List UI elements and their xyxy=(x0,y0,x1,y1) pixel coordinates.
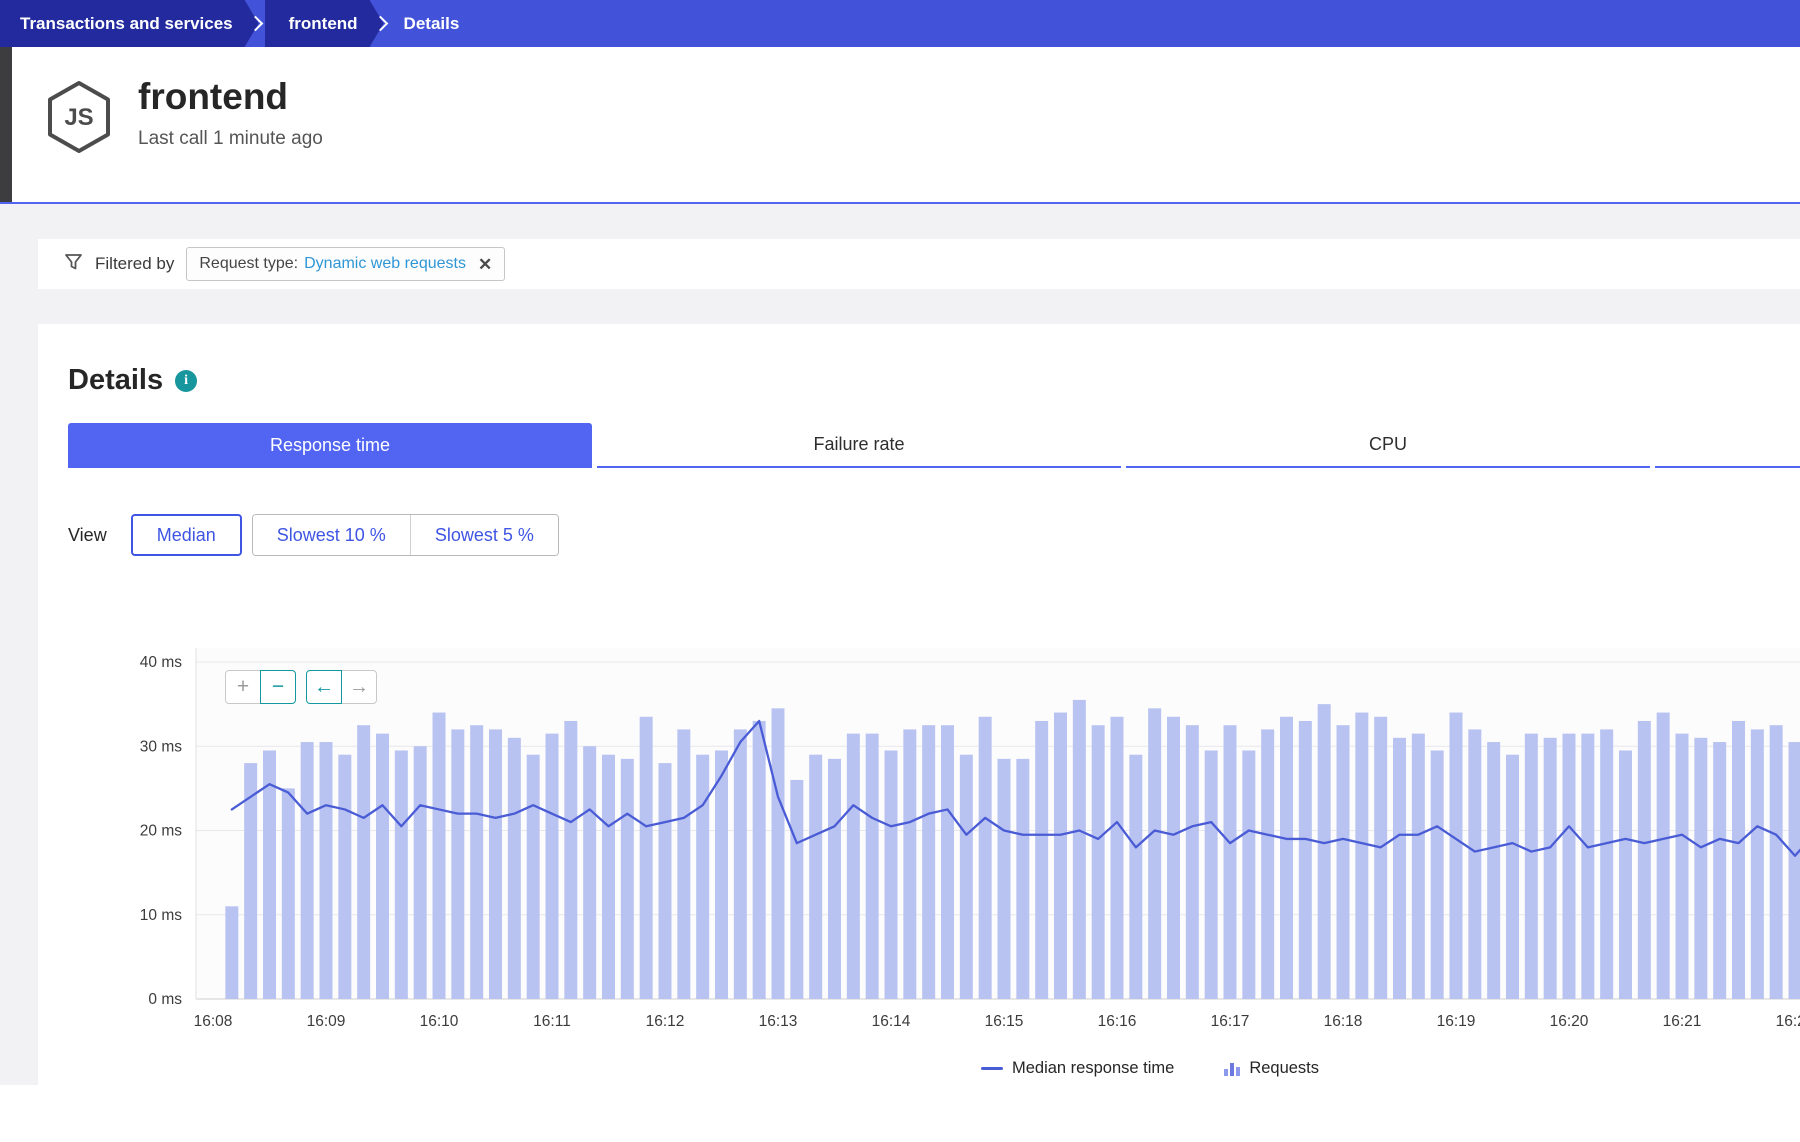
legend-label: Requests xyxy=(1249,1059,1320,1077)
tab-response-time[interactable]: Response time xyxy=(68,423,592,468)
response-time-chart[interactable]: + − ← → 0 ms 10 ms 20 ms 30 ms 40 ms 16:08 16:… xyxy=(0,648,1800,1078)
legend-median-response-time[interactable]: Median response time xyxy=(980,1059,1175,1078)
tab-cpu[interactable]: CPU xyxy=(1126,423,1650,468)
view-option-median[interactable]: Median xyxy=(130,514,242,556)
details-card: Details i Response time Failure rate CPU… xyxy=(38,324,1800,1085)
close-icon[interactable]: ✕ xyxy=(477,254,493,274)
y-axis-labels: 0 ms 10 ms 20 ms 30 ms 40 ms xyxy=(140,654,182,1008)
legend-requests[interactable]: Requests xyxy=(1224,1059,1319,1078)
content-area: Filtered by Request type: Dynamic web re… xyxy=(0,204,1800,1085)
svg-text:10 ms: 10 ms xyxy=(140,907,182,924)
tab-failure-rate[interactable]: Failure rate xyxy=(597,423,1121,468)
view-option-slowest-5[interactable]: Slowest 5 % xyxy=(409,515,558,555)
requests-bars xyxy=(225,699,1800,999)
breadcrumb-label: Transactions and services xyxy=(20,13,233,33)
svg-text:16:12: 16:12 xyxy=(646,1013,685,1030)
details-tabs: Response time Failure rate CPU xyxy=(68,423,1800,468)
svg-text:16:21: 16:21 xyxy=(1663,1013,1702,1030)
pan-left-button[interactable]: ← xyxy=(306,670,342,704)
svg-text:16:13: 16:13 xyxy=(759,1013,798,1030)
median-response-time-line xyxy=(230,719,1800,857)
view-option-label: Median xyxy=(156,524,216,545)
svg-text:16:20: 16:20 xyxy=(1550,1013,1589,1030)
svg-text:30 ms: 30 ms xyxy=(140,738,182,755)
left-edge-strip xyxy=(0,47,12,202)
svg-text:16:14: 16:14 xyxy=(872,1013,911,1030)
svg-text:40 ms: 40 ms xyxy=(140,654,182,671)
svg-text:16:17: 16:17 xyxy=(1211,1013,1250,1030)
line-swatch-icon xyxy=(980,1067,1003,1070)
tab-label: Response time xyxy=(269,435,391,455)
bars-swatch-icon xyxy=(1224,1062,1241,1076)
breadcrumb-label: Details xyxy=(403,13,460,33)
nodejs-hexagon-icon: JS xyxy=(44,79,114,160)
view-option-label: Slowest 5 % xyxy=(434,524,534,545)
svg-text:16:16: 16:16 xyxy=(1098,1013,1137,1030)
svg-text:0 ms: 0 ms xyxy=(148,991,182,1008)
breadcrumb-label: frontend xyxy=(288,13,358,33)
zoom-in-button[interactable]: + xyxy=(225,670,261,704)
view-label: View xyxy=(68,524,107,545)
filter-bar: Filtered by Request type: Dynamic web re… xyxy=(38,239,1800,289)
pan-right-button[interactable]: → xyxy=(341,670,377,704)
filtered-by-label: Filtered by xyxy=(95,254,175,273)
service-header: JS frontend Last call 1 minute ago xyxy=(0,47,1800,204)
svg-text:16:18: 16:18 xyxy=(1324,1013,1363,1030)
tab-label: CPU xyxy=(1368,434,1407,454)
svg-text:16:19: 16:19 xyxy=(1437,1013,1476,1030)
svg-text:16:11: 16:11 xyxy=(533,1013,571,1030)
svg-text:16:22: 16:22 xyxy=(1776,1013,1800,1030)
chart-zoom-controls: + − ← → xyxy=(225,670,377,704)
breadcrumb-item-frontend[interactable]: frontend xyxy=(265,0,384,47)
svg-text:16:09: 16:09 xyxy=(307,1013,346,1030)
breadcrumb-item-transactions-and-services[interactable]: Transactions and services xyxy=(0,0,259,47)
filter-chip-value: Dynamic web requests xyxy=(304,255,466,272)
legend-label: Median response time xyxy=(1011,1059,1175,1077)
zoom-out-button[interactable]: − xyxy=(260,670,296,704)
svg-text:20 ms: 20 ms xyxy=(140,823,182,840)
view-option-slowest-10[interactable]: Slowest 10 % xyxy=(252,515,410,555)
svg-text:JS: JS xyxy=(64,104,93,131)
svg-text:16:08: 16:08 xyxy=(194,1013,233,1030)
tab-partial[interactable] xyxy=(1655,423,1800,468)
details-heading: Details xyxy=(68,364,164,396)
view-option-label: Slowest 10 % xyxy=(276,524,386,545)
svg-text:16:15: 16:15 xyxy=(985,1013,1024,1030)
breadcrumb-item-details[interactable]: Details xyxy=(390,0,474,47)
chart-legend: Median response time Requests xyxy=(200,1059,1800,1078)
svg-text:16:10: 16:10 xyxy=(420,1013,459,1030)
breadcrumb: Transactions and services frontend Detai… xyxy=(0,0,1800,47)
info-icon[interactable]: i xyxy=(175,369,198,392)
filter-chip-key: Request type: xyxy=(199,255,299,272)
view-selector: View Median Slowest 10 % Slowest 5 % xyxy=(68,514,1800,556)
x-axis-labels: 16:08 16:09 16:10 16:11 16:12 16:13 16:14 16:15… xyxy=(194,1013,1800,1030)
page-title: frontend xyxy=(138,76,289,117)
filter-chip-request-type[interactable]: Request type: Dynamic web requests ✕ xyxy=(186,247,506,281)
last-call-subtitle: Last call 1 minute ago xyxy=(138,127,323,149)
filter-funnel-icon xyxy=(64,252,83,276)
tab-label: Failure rate xyxy=(813,434,905,454)
